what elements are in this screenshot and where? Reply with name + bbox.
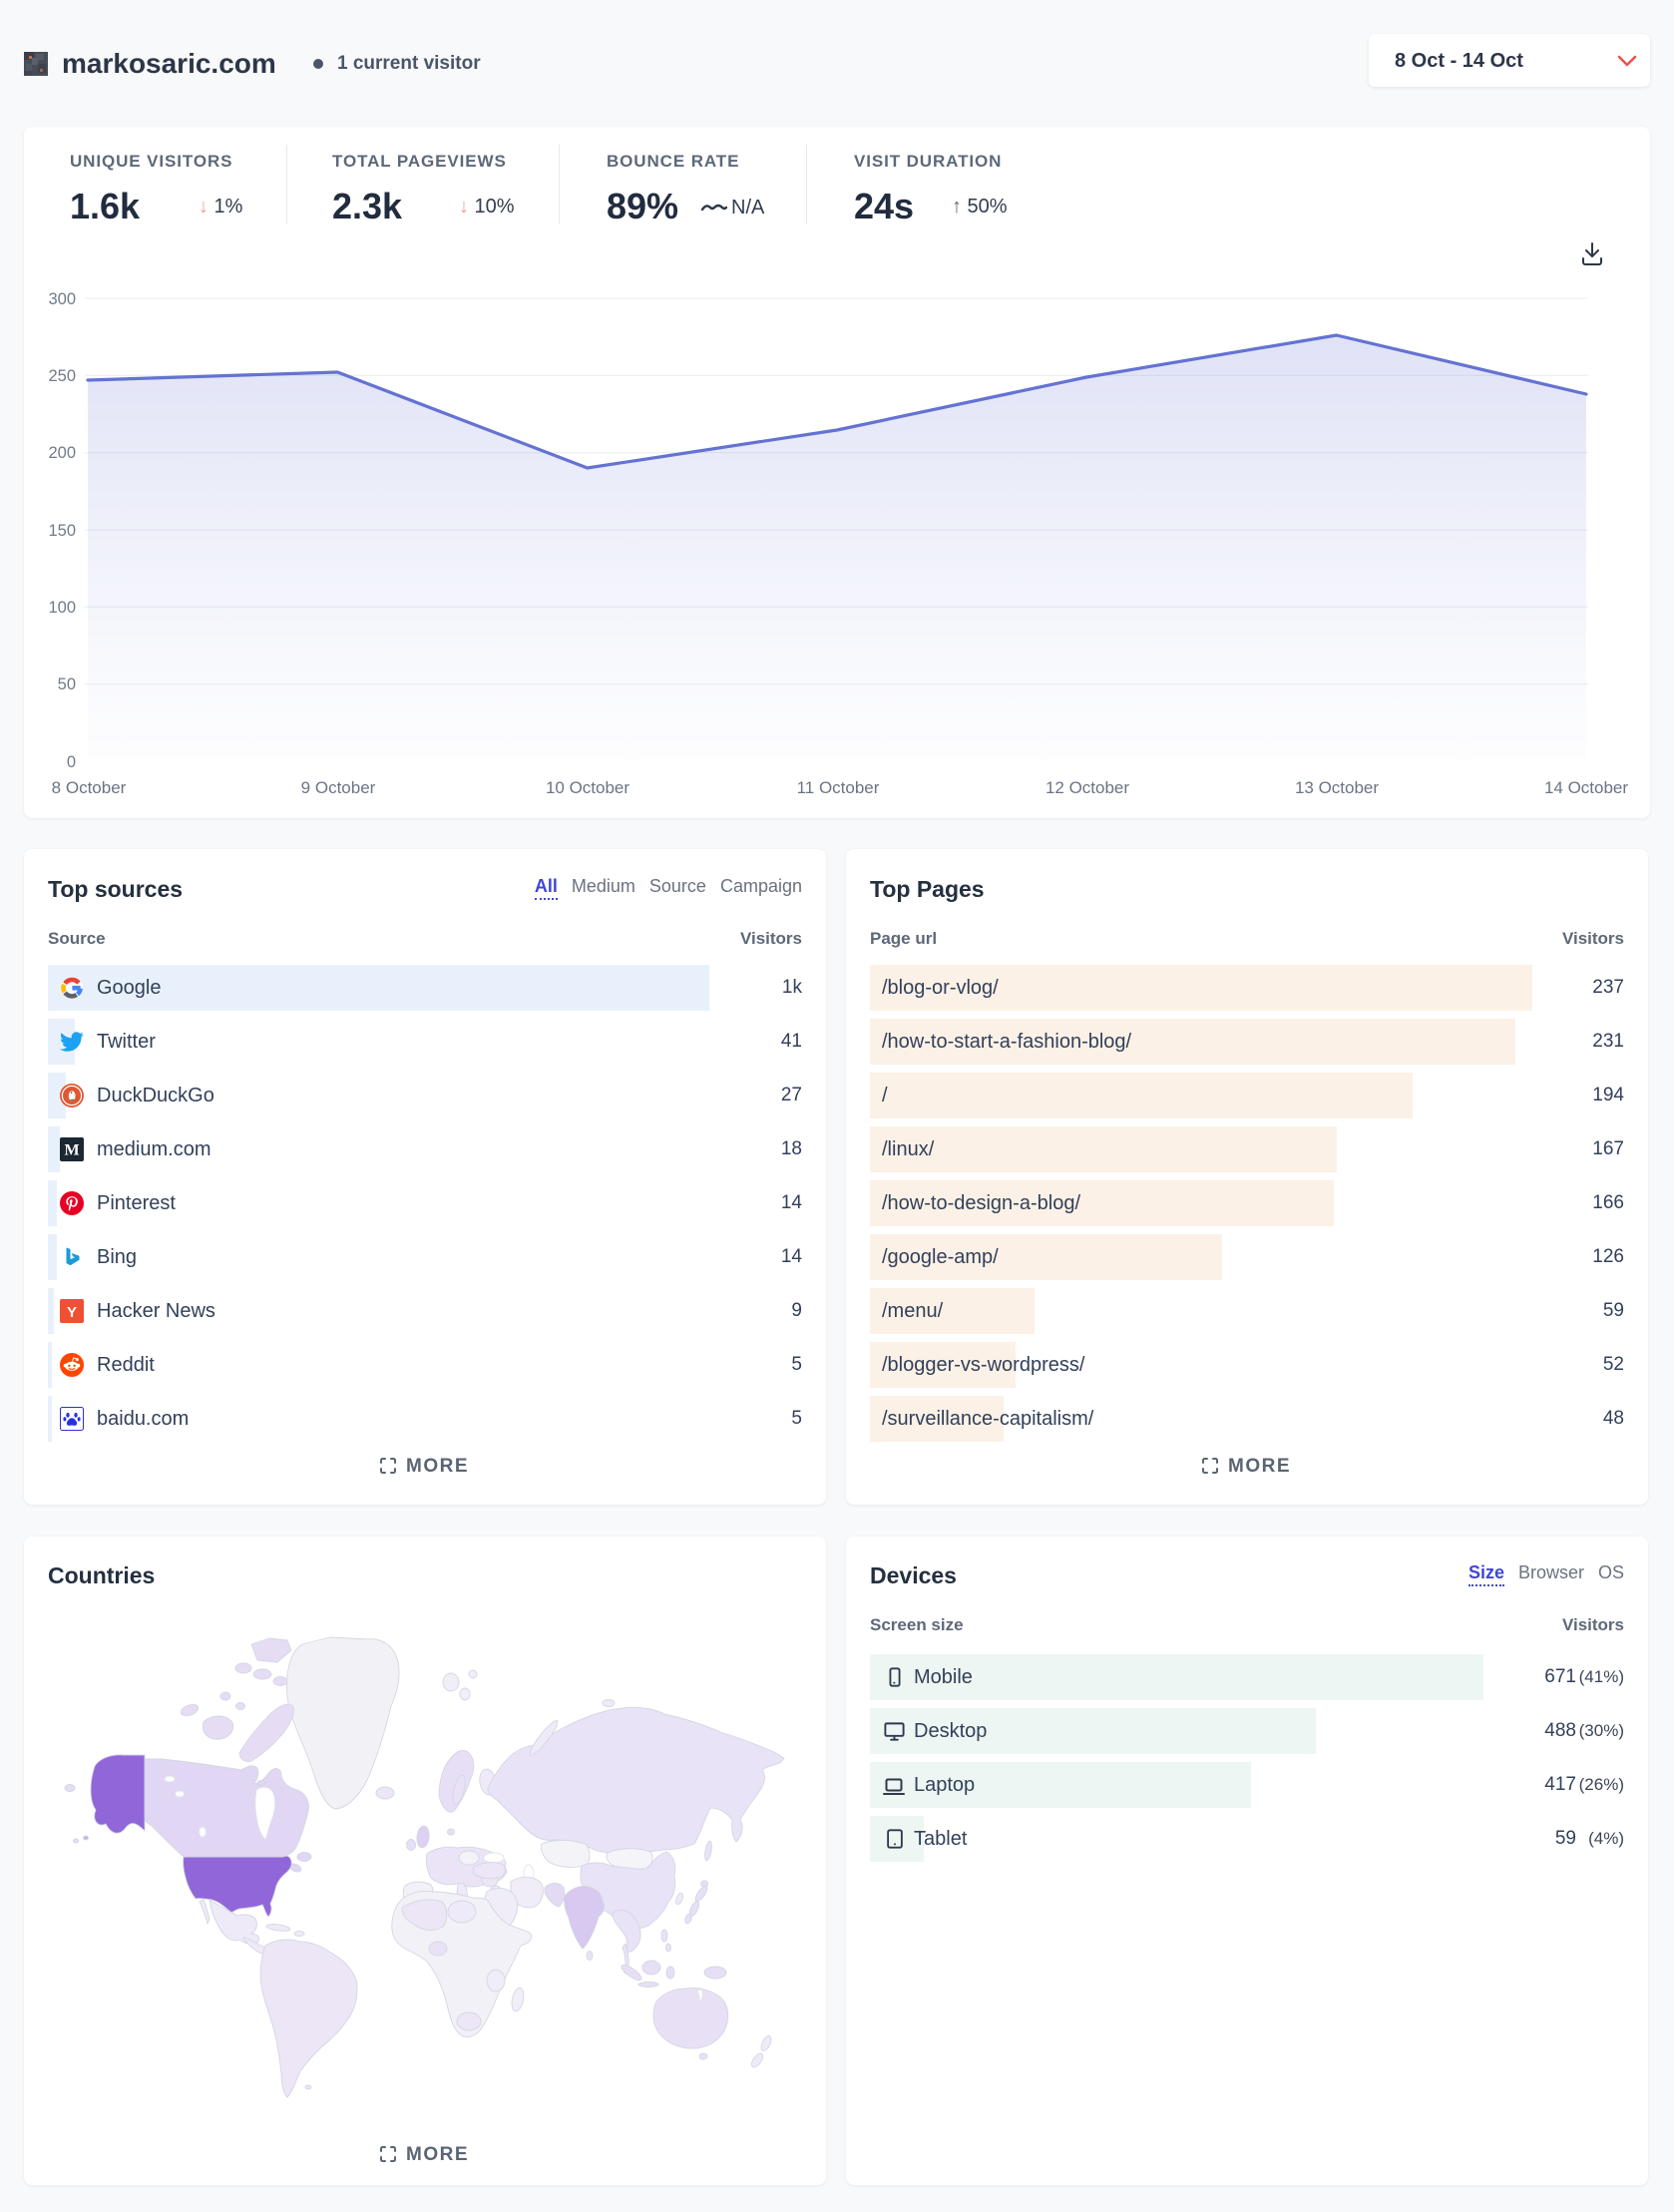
svg-text:250: 250	[48, 367, 76, 385]
svg-text:100: 100	[48, 599, 76, 617]
svg-text:150: 150	[48, 522, 76, 540]
svg-text:8 October: 8 October	[52, 778, 127, 797]
svg-text:9 October: 9 October	[301, 778, 376, 797]
svg-text:M: M	[64, 1142, 79, 1159]
svg-text:0: 0	[67, 753, 76, 771]
svg-text:14 October: 14 October	[1544, 778, 1628, 797]
svg-text:10 October: 10 October	[546, 778, 629, 797]
svg-text:50: 50	[58, 675, 76, 693]
svg-text:11 October: 11 October	[797, 778, 880, 797]
svg-text:300: 300	[48, 290, 76, 308]
svg-text:13 October: 13 October	[1295, 778, 1379, 797]
svg-text:12 October: 12 October	[1046, 778, 1129, 797]
svg-text:Y: Y	[67, 1304, 77, 1321]
svg-text:200: 200	[48, 444, 76, 462]
